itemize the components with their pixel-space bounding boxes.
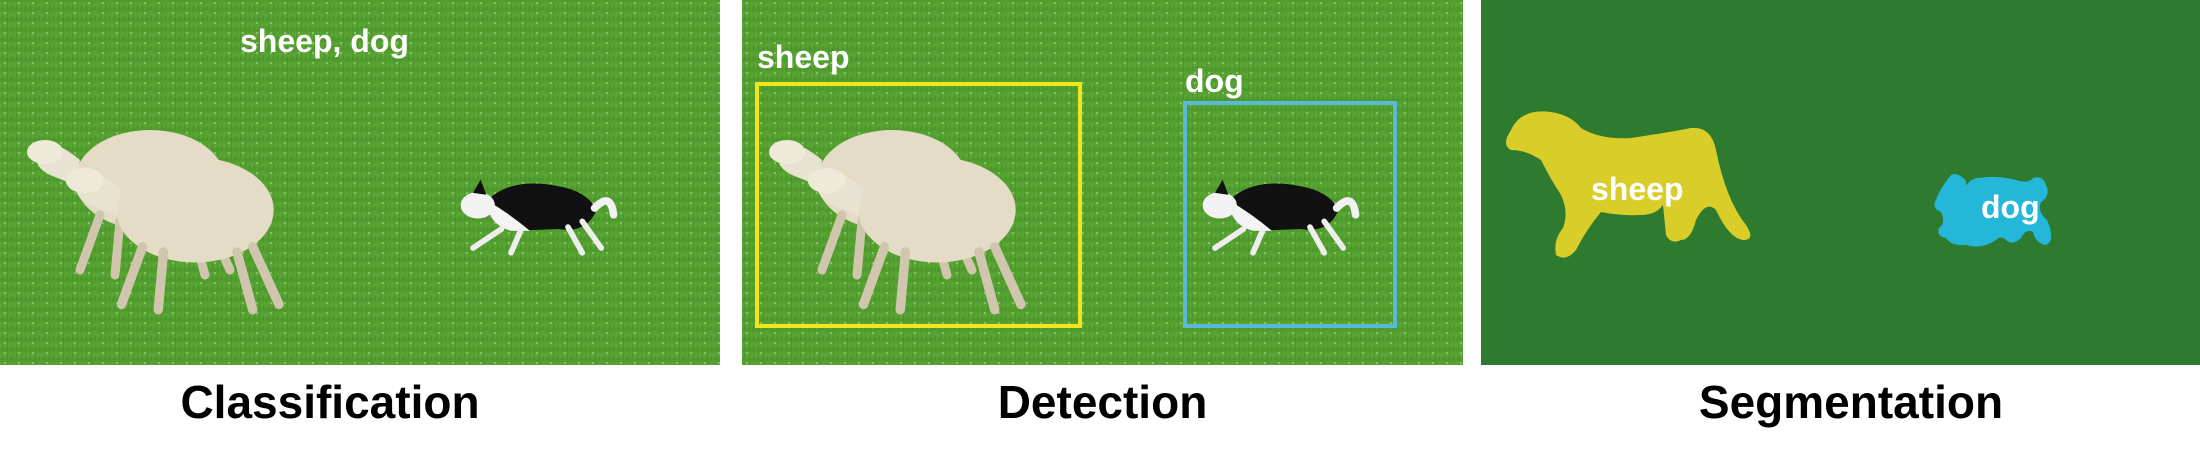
detection-title: Detection — [742, 372, 1463, 432]
classification-title: Classification — [0, 372, 660, 432]
sheep-mask-label: sheep — [1591, 171, 1683, 207]
classification-image: sheep, dog — [0, 0, 720, 365]
segmentation-title: Segmentation — [1481, 372, 2200, 432]
dog-box-label: dog — [1185, 63, 1244, 99]
dog-mask-label: dog — [1981, 189, 2040, 225]
classification-caption: sheep, dog — [240, 23, 409, 59]
detection-image: sheep dog — [742, 0, 1463, 365]
segmentation-image: sheep dog — [1481, 0, 2200, 365]
sheep-box-label: sheep — [757, 39, 849, 75]
